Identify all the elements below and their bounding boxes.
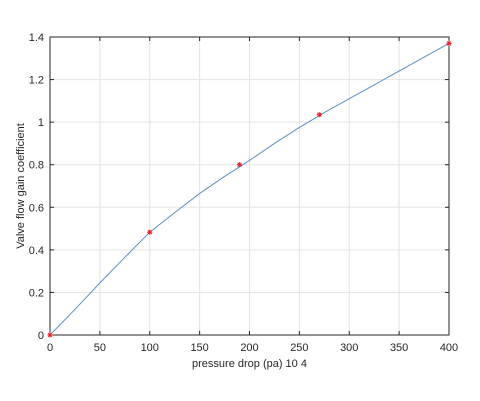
y-tick-label: 0.2 [29,287,44,299]
data-point-marker [236,162,243,168]
x-tick-label: 100 [141,342,159,354]
x-tick-labels: 0 50 100 150 200 250 300 350 400 [47,342,458,354]
x-tick-label: 400 [440,342,458,354]
y-tick-label: 0.4 [29,245,44,257]
y-tick-label: 1.4 [29,32,44,44]
series-line [49,42,450,336]
data-point-marker [316,112,322,118]
plot-series [47,40,452,338]
y-tick-label: 1 [38,117,44,129]
grid [49,36,450,336]
x-tick-label: 300 [340,342,358,354]
data-point-marker [446,40,452,46]
x-axis-label: pressure drop (pa) 10 4 [192,358,307,370]
data-point-marker [47,332,53,338]
y-tick-label: 0.8 [29,160,44,172]
x-tick-label: 150 [190,342,208,354]
y-tick-labels: 0 0.2 0.4 0.6 0.8 1 1.2 1.4 [29,32,44,342]
axis-ticks [49,36,450,336]
x-tick-label: 200 [240,342,258,354]
x-tick-label: 0 [47,342,53,354]
x-tick-label: 350 [390,342,408,354]
x-tick-label: 250 [290,342,308,354]
y-tick-label: 0 [38,330,44,342]
y-tick-label: 0.6 [29,202,44,214]
x-tick-label: 50 [94,342,106,354]
y-axis-label: Valve flow gain coefficient [15,123,27,249]
y-tick-label: 1.2 [29,75,44,87]
data-point-marker [147,229,153,235]
